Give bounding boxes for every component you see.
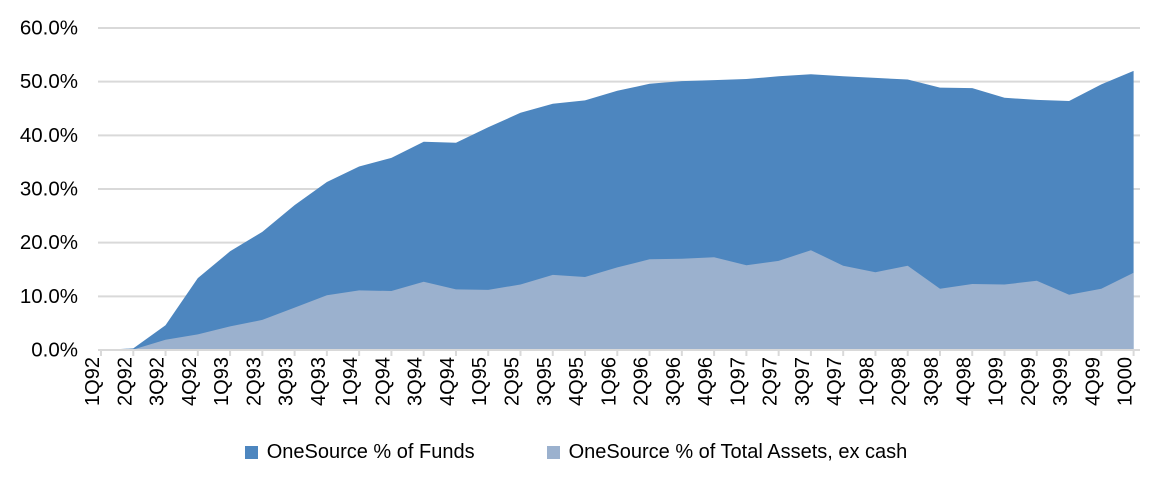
y-axis-label: 0.0% [31, 339, 78, 362]
legend-swatch-assets-icon [546, 446, 560, 459]
y-axis-label: 20.0% [20, 231, 78, 254]
y-axis-label: 30.0% [20, 178, 78, 201]
y-axis-label: 10.0% [20, 285, 78, 308]
x-axis-label: 4Q98 [953, 357, 975, 406]
x-axis-label: 3Q99 [1050, 357, 1072, 406]
x-axis-label: 3Q94 [405, 357, 427, 406]
x-axis-label: 4Q96 [695, 357, 717, 406]
x-axis-label: 2Q92 [114, 357, 136, 406]
x-axis-label: 3Q93 [276, 357, 298, 406]
x-axis-label: 1Q93 [211, 357, 233, 406]
x-axis-label: 2Q95 [501, 357, 523, 406]
x-axis-label: 4Q97 [824, 357, 846, 406]
x-axis-label: 1Q99 [986, 357, 1008, 406]
legend-label-funds: OneSource % of Funds [266, 441, 475, 463]
x-axis-label: 3Q96 [663, 357, 685, 406]
x-axis-label: 3Q97 [792, 357, 814, 406]
x-axis-label: 3Q98 [921, 357, 943, 406]
x-axis-label: 2Q99 [1018, 357, 1040, 406]
x-axis-label: 4Q94 [437, 357, 459, 406]
legend-item-assets: OneSource % of Total Assets, ex cash [546, 441, 908, 464]
y-axis-label: 50.0% [20, 70, 78, 93]
x-axis-label: 4Q93 [308, 357, 330, 406]
x-axis-label: 4Q95 [566, 357, 588, 406]
x-axis-label: 2Q96 [631, 357, 653, 406]
chart-legend: OneSource % of Funds OneSource % of Tota… [0, 441, 1152, 464]
legend-swatch-funds-icon [244, 446, 258, 459]
x-axis-label: 4Q92 [179, 357, 201, 406]
x-axis-label: 1Q00 [1115, 357, 1137, 406]
x-axis-label: 3Q92 [147, 357, 169, 406]
y-axis-label: 60.0% [20, 17, 78, 40]
x-axis-label: 1Q94 [340, 357, 362, 406]
x-axis-label: 2Q97 [760, 357, 782, 406]
x-axis-label: 1Q96 [598, 357, 620, 406]
area-series-assets [101, 250, 1134, 350]
legend-label-assets: OneSource % of Total Assets, ex cash [568, 441, 908, 463]
x-axis-label: 2Q98 [889, 357, 911, 406]
area-chart: 0.0% 10.0% 20.0% 30.0% 40.0% 50.0% 60.0% 1Q92 2Q… [20, 17, 1140, 406]
x-axis-label: 1Q98 [856, 357, 878, 406]
y-axis-label: 40.0% [20, 124, 78, 147]
legend-item-funds: OneSource % of Funds [244, 441, 475, 464]
x-axis-label: 1Q95 [469, 357, 491, 406]
x-axis-label: 1Q92 [82, 357, 104, 406]
x-axis-label: 2Q94 [372, 357, 394, 406]
x-axis-label: 4Q99 [1082, 357, 1104, 406]
x-axis-label: 2Q93 [243, 357, 265, 406]
x-axis-label: 1Q97 [727, 357, 749, 406]
x-axis-label: 3Q95 [534, 357, 556, 406]
